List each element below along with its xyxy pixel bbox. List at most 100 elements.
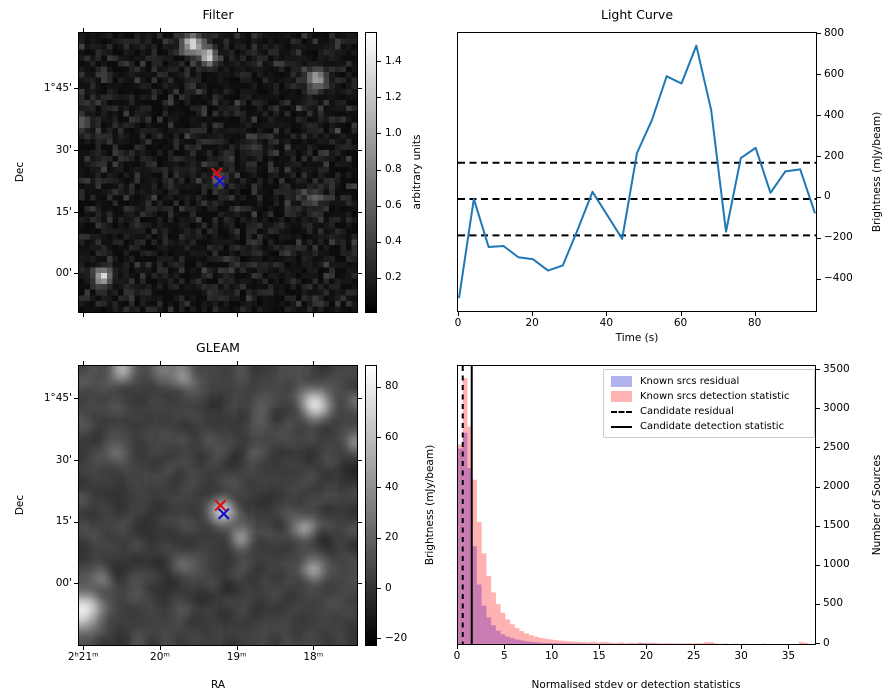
histogram-bar [462, 432, 468, 644]
histogram-plot [458, 366, 809, 644]
y-tick-mark [358, 273, 362, 274]
y-tick-mark [816, 408, 820, 410]
y-tick-mark [358, 460, 362, 461]
histogram-bar [538, 637, 544, 644]
colorbar-tick-label: 1.0 [385, 126, 402, 139]
y-tick-mark [358, 88, 362, 89]
colorbar-tick-label: 0.8 [385, 163, 402, 175]
y-tick-mark [358, 398, 362, 400]
y-tick-label: 00' [55, 266, 72, 279]
histogram-bar [637, 642, 643, 644]
x-tick-mark [236, 28, 238, 32]
histogram-bar [590, 641, 596, 644]
histogram-bar [562, 643, 567, 644]
histogram-bar [552, 643, 558, 644]
histogram-bar [543, 638, 548, 644]
histogram-bar [538, 642, 544, 644]
histogram-bar [576, 641, 582, 644]
line [211, 167, 223, 179]
histogram-bar [510, 624, 515, 644]
light-curve-xlabel: Time (s) [615, 332, 659, 344]
gleam-colorbar-label: Brightness (mJy/beam) [424, 444, 436, 566]
histogram-legend: Known srcs residual Known srcs detection … [603, 369, 815, 438]
y-tick-mark [816, 486, 820, 488]
x-tick-mark [160, 646, 161, 650]
histogram-bar [685, 643, 691, 644]
filter-panel [78, 32, 358, 313]
y-tick-mark [817, 196, 821, 198]
gleam-ylabel: Dec [14, 494, 26, 516]
x-tick-mark [236, 646, 238, 650]
y-tick-label: 30' [55, 453, 72, 466]
histogram-bar [486, 617, 492, 644]
colorbar-tick-label: 0.4 [385, 235, 402, 248]
histogram-bar [666, 643, 672, 644]
histogram-bar [647, 642, 653, 644]
line [214, 175, 226, 187]
histogram-bar [491, 592, 496, 644]
colorbar-tick-mark [377, 537, 381, 539]
y-tick-label: 1°45' [43, 391, 72, 404]
colorbar-tick-label: 1.2 [385, 90, 402, 103]
y-tick-mark [74, 521, 78, 523]
light-curve-ylabel: Brightness (mJy/beam) [871, 111, 883, 233]
y-tick-label: 2000 [823, 480, 850, 493]
red-x-marker [211, 167, 223, 179]
y-tick-mark [74, 398, 78, 400]
histogram-bar [557, 640, 563, 644]
legend-item: Candidate residual [611, 405, 807, 418]
x-tick-label: 40 [599, 317, 614, 329]
x-tick-mark [313, 313, 315, 317]
y-tick-label: 1°45' [43, 81, 72, 94]
colorbar-tick-mark [377, 97, 381, 99]
x-tick-label: 80 [747, 317, 762, 329]
y-tick-mark [817, 74, 821, 76]
histogram-bar [458, 444, 463, 644]
colorbar-tick-mark [377, 588, 381, 589]
histogram-bar [529, 641, 534, 644]
gleam-title: GLEAM [196, 340, 240, 355]
colorbar-tick-mark [377, 241, 381, 243]
x-tick-label: 20 [639, 650, 654, 662]
filter-colorbar [365, 32, 377, 313]
y-tick-mark [816, 369, 820, 371]
histogram-bar [467, 468, 473, 644]
histogram-bar [552, 639, 558, 644]
y-tick-label: 500 [823, 597, 844, 610]
x-tick-label: 20 [525, 317, 539, 329]
histogram-bar [571, 641, 577, 644]
histogram-bar [481, 605, 487, 644]
x-tick-mark [458, 312, 459, 316]
y-tick-mark [74, 583, 78, 585]
gleam-panel [78, 365, 358, 646]
histogram-bar [476, 584, 482, 644]
x-tick-label: 18ᵐ [303, 651, 324, 663]
x-tick-label: 20ᵐ [150, 651, 170, 663]
y-tick-mark [816, 643, 820, 644]
histogram-bar [798, 642, 804, 644]
x-tick-label: 15 [592, 650, 606, 662]
histogram-bar [543, 642, 548, 644]
histogram-bar [604, 642, 610, 644]
x-tick-mark [551, 645, 553, 649]
x-tick-label: 35 [781, 650, 796, 662]
y-tick-mark [817, 33, 821, 35]
gleam-xlabel: RA [210, 679, 226, 691]
histogram-bar [505, 619, 511, 644]
legend-item-label: Known srcs detection statistic [640, 391, 790, 402]
histogram-bar [510, 638, 515, 644]
x-tick-mark [83, 28, 85, 32]
colorbar-tick-label: 0.6 [385, 199, 402, 211]
x-tick-mark [83, 313, 85, 317]
histogram-bar [472, 479, 477, 644]
histogram-bar [529, 635, 534, 644]
line [218, 508, 230, 520]
histogram-bar [486, 575, 492, 644]
x-tick-label: 60 [673, 317, 688, 329]
histogram-bar [524, 641, 530, 644]
histogram-bar [481, 553, 487, 644]
x-tick-label: 19ᵐ [226, 651, 247, 663]
y-tick-mark [74, 88, 78, 89]
histogram-bar [562, 640, 567, 644]
